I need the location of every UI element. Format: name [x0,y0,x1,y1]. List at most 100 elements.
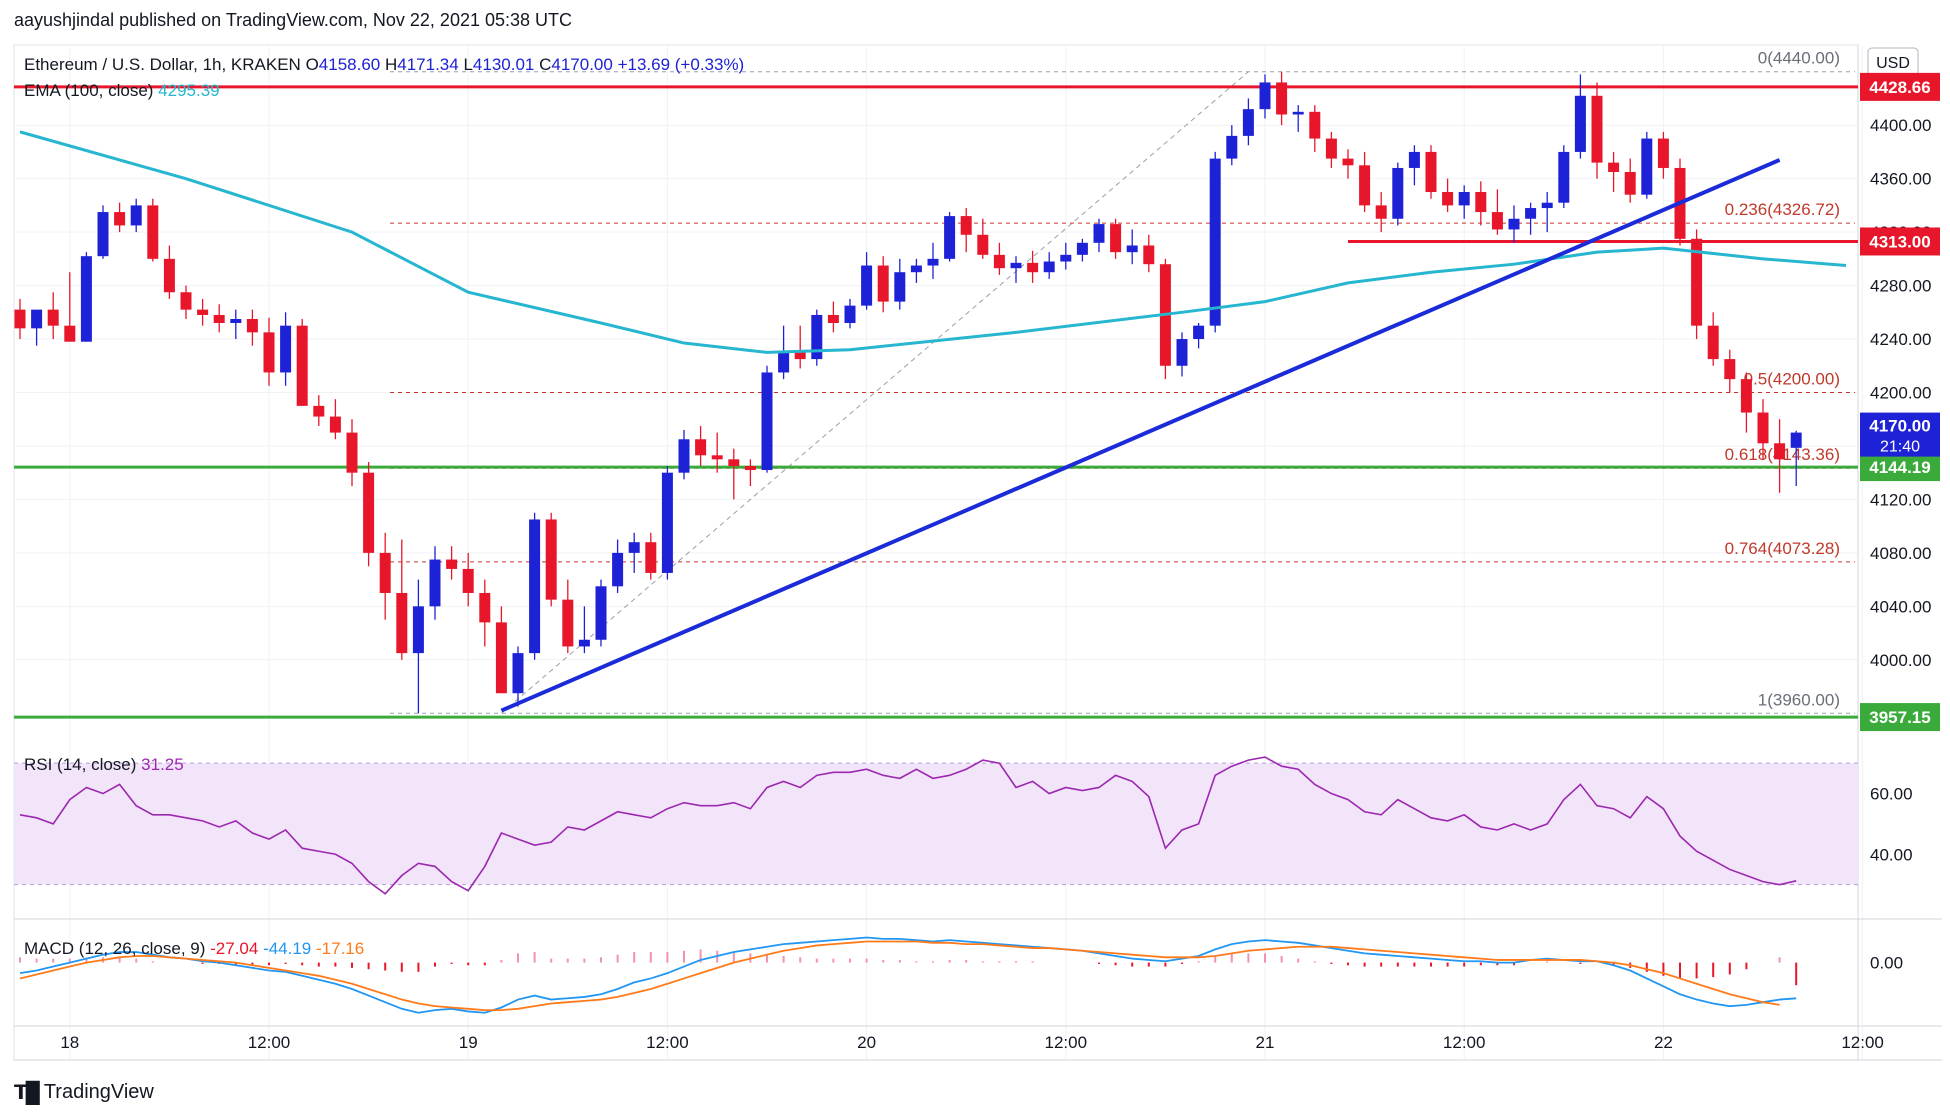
last-price-label: 4170.00 [1869,417,1930,436]
legend-open: 4158.60 [319,55,385,74]
rsi-band [14,763,1858,885]
candle-body [1193,325,1205,340]
candle-body [1574,95,1586,152]
rsi-tick-label: 60.00 [1870,785,1913,804]
candle-body [163,258,175,293]
candle-body [1508,218,1520,230]
publisher-header: aayushjindal published on TradingView.co… [14,10,573,30]
candle-body [1359,165,1371,206]
price-tick-label: 4080.00 [1870,544,1931,563]
candle-body [1110,224,1122,253]
legend-close: 4170.00 [551,55,617,74]
candle-body [1525,208,1537,219]
time-tick-label: 12:00 [1443,1033,1486,1052]
legend-low: 4130.01 [473,55,539,74]
candle-body [329,416,341,433]
time-tick-label: 18 [60,1033,79,1052]
candle-body [412,606,424,654]
macd-legend-macd: -27.04 [210,939,263,958]
legend-ohlc: Ethereum / U.S. Dollar, 1h, KRAKEN O4158… [24,55,744,74]
fib-level-label: 0.5(4200.00) [1744,370,1840,389]
time-tick-label: 19 [459,1033,478,1052]
macd-signal-line [19,940,1780,1012]
candle-body [1491,212,1503,230]
rsi-legend-value: 31.25 [141,755,184,774]
rsi-pane: 60.00 40.00 RSI (14, close) 31.25 [14,755,1913,895]
candles [14,71,1802,714]
macd-legend-signal: -44.19 [263,939,316,958]
candle-body [1309,111,1321,139]
candle-body [1093,224,1105,243]
candle-body [230,318,242,323]
candle-body [130,205,142,226]
candle-body [661,472,673,573]
macd-legend-label: MACD (12, 26, close, 9) [24,939,210,958]
price-badge: 4428.66 [1869,78,1930,97]
price-badge-bg [1860,453,1940,482]
footer-brand[interactable]: 𝗧█ TradingView [14,1080,154,1105]
time-tick-label: 22 [1654,1033,1673,1052]
price-tick-label: 4000.00 [1870,651,1931,670]
fib-levels: 0(4440.00)0.236(4326.72)0.5(4200.00)0.61… [390,49,1855,714]
rsi-legend-label: RSI (14, close) [24,755,141,774]
candle-body [1259,82,1271,110]
candle-body [114,212,126,226]
candle-body [14,309,26,329]
time-tick-label: 12:00 [1045,1033,1088,1052]
price-tick-label: 4120.00 [1870,490,1931,509]
last-price-badge-bg [1860,412,1940,457]
candle-body [1624,171,1636,195]
candle-body [977,234,989,255]
candle-body [1757,412,1769,444]
candle-body [1143,245,1155,265]
legend-h-label: H [385,55,397,74]
candle-body [927,258,939,266]
candle-body [944,216,956,259]
legend-l-label: L [463,55,472,74]
candle-body [97,212,109,257]
fib-anchor-line [501,71,1249,714]
candle-body [578,639,590,647]
macd-tick-label: 0.00 [1870,954,1903,973]
legend-ema-value: 4295.39 [158,81,219,100]
candle-body [479,592,491,623]
candle-body [1292,111,1304,115]
candle-body [562,599,574,647]
candle-body [180,292,192,310]
candle-body [263,332,275,373]
candle-body [1209,158,1221,326]
candle-body [1541,202,1553,209]
candle-body [1707,325,1719,360]
price-badge-bg [1860,703,1940,732]
candle-body [512,653,524,694]
candle-body [728,459,740,467]
candle-body [147,205,159,259]
time-tick-label: 12:00 [248,1033,291,1052]
candle-body [628,542,640,553]
legend-ema-label: EMA (100, close) [24,81,158,100]
candle-body [811,314,823,360]
candle-body [313,405,325,417]
overlays [19,130,1847,713]
candle-body [1276,82,1288,115]
legend-c-label: C [539,55,551,74]
candle-body [1425,151,1437,193]
candle-body [1608,162,1620,172]
candle-body [612,552,624,587]
price-tick-label: 4280.00 [1870,277,1931,296]
candle-body [1657,138,1669,168]
candle-body [993,254,1005,269]
candle-body [363,472,375,553]
candle-body [794,352,806,360]
candle-body [844,305,856,323]
candle-body [31,309,43,329]
tradingview-logo-icon: 𝗧█ [14,1082,40,1104]
candle-body [1392,167,1404,219]
candle-body [645,542,657,573]
candle-body [446,559,458,569]
candle-body [296,325,308,406]
candle-body [1641,138,1653,195]
candle-body [1724,359,1736,380]
candle-body [778,352,790,373]
